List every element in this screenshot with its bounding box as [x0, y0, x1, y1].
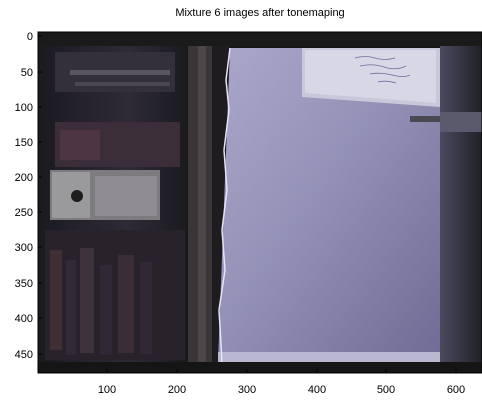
y-tick: 450: [15, 349, 42, 361]
x-axis: 100 200 300 400 500 600: [98, 369, 465, 396]
y-tick-label: 100: [15, 102, 33, 114]
y-tick: 150: [15, 137, 42, 149]
y-tick: 300: [15, 242, 42, 254]
x-tick: 500: [377, 369, 395, 396]
x-tick-label: 300: [238, 384, 256, 396]
x-tick-label: 500: [377, 384, 395, 396]
x-tick: 300: [238, 369, 256, 396]
y-tick-label: 200: [15, 172, 33, 184]
x-tick: 600: [447, 369, 465, 396]
x-tick-label: 600: [447, 384, 465, 396]
y-tick: 400: [15, 313, 42, 325]
x-tick: 200: [168, 369, 186, 396]
y-tick-label: 350: [15, 278, 33, 290]
photo-image: [38, 32, 482, 373]
y-tick-label: 300: [15, 242, 33, 254]
y-tick-label: 0: [27, 31, 33, 43]
y-tick: 50: [21, 67, 42, 79]
x-tick-label: 200: [168, 384, 186, 396]
y-tick-label: 50: [21, 67, 33, 79]
y-tick: 350: [15, 278, 42, 290]
x-tick: 100: [98, 369, 116, 396]
y-tick-label: 150: [15, 137, 33, 149]
axes-box: [37, 31, 482, 374]
y-tick: 100: [15, 102, 42, 114]
x-tick-label: 400: [308, 384, 326, 396]
y-axis: 0 50 100 150 200 250 300 350: [15, 31, 42, 361]
y-tick-label: 250: [15, 207, 33, 219]
x-tick: 400: [308, 369, 326, 396]
x-tick-label: 100: [98, 384, 116, 396]
y-tick-label: 400: [15, 313, 33, 325]
y-tick: 200: [15, 172, 42, 184]
y-tick: 0: [27, 31, 42, 43]
y-tick-label: 450: [15, 349, 33, 361]
figure-title: Mixture 6 images after tonemaping: [175, 7, 345, 19]
y-tick: 250: [15, 207, 42, 219]
